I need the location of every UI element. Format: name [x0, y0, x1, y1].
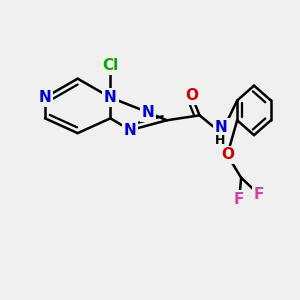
- Text: F: F: [254, 187, 264, 202]
- Text: N: N: [39, 90, 51, 105]
- Text: N: N: [124, 123, 136, 138]
- Text: N: N: [142, 105, 154, 120]
- Text: N: N: [104, 90, 117, 105]
- Text: Cl: Cl: [102, 58, 119, 73]
- Text: O: O: [221, 148, 234, 163]
- Text: N: N: [215, 120, 228, 135]
- Text: O: O: [185, 88, 198, 103]
- Text: F: F: [234, 192, 244, 207]
- Text: H: H: [215, 134, 225, 147]
